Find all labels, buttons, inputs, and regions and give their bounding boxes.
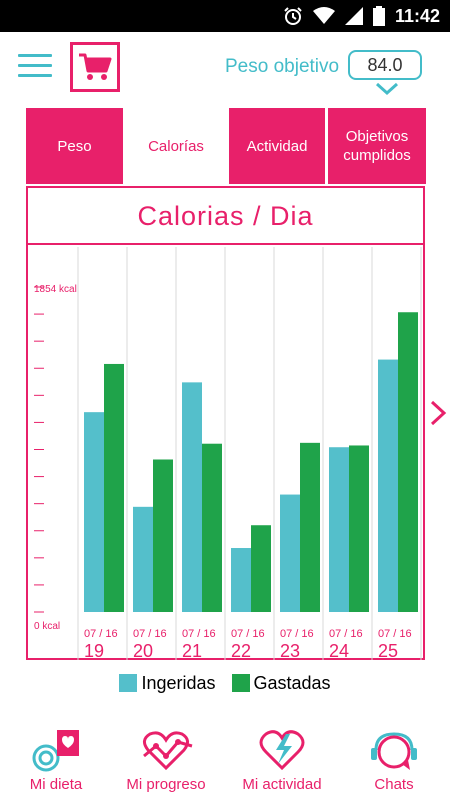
tab-calorias[interactable]: Calorías bbox=[126, 108, 226, 184]
legend-item-ingeridas: Ingeridas bbox=[119, 672, 216, 694]
y-max-label: 1854 kcal bbox=[34, 284, 77, 295]
legend-swatch-ingeridas bbox=[119, 674, 138, 692]
tab-peso[interactable]: Peso bbox=[26, 108, 123, 184]
x-tick-month: 07 / 16 bbox=[280, 628, 314, 640]
x-tick-month: 07 / 16 bbox=[378, 628, 412, 640]
tab-actividad[interactable]: Actividad bbox=[229, 108, 325, 184]
x-tick-day: 22 bbox=[231, 641, 251, 660]
target-weight-label: Peso objetivo bbox=[225, 56, 340, 77]
x-tick-day: 21 bbox=[182, 641, 202, 660]
diet-icon bbox=[32, 730, 79, 772]
bar-gastadas-25 bbox=[398, 312, 418, 612]
x-tick-day: 25 bbox=[378, 641, 398, 660]
x-tick-month: 07 / 16 bbox=[231, 628, 265, 640]
nav-label-mi-actividad: Mi actividad bbox=[242, 776, 322, 793]
shopping-cart-button[interactable] bbox=[70, 42, 120, 92]
bar-gastadas-19 bbox=[104, 363, 124, 612]
bar-ingeridas-20 bbox=[133, 506, 153, 612]
x-tick-month: 07 / 16 bbox=[182, 628, 216, 640]
status-time: 11:42 bbox=[394, 5, 440, 26]
bar-gastadas-21 bbox=[202, 443, 222, 612]
legend-label-ingeridas: Ingeridas bbox=[141, 672, 216, 693]
nav-mi-progreso[interactable]: Mi progreso bbox=[110, 722, 222, 800]
bottom-navigation: Mi dieta Mi progreso Mi actividad bbox=[0, 722, 450, 800]
bar-ingeridas-24 bbox=[329, 447, 349, 612]
y-min-label: 0 kcal bbox=[34, 621, 60, 632]
bar-ingeridas-19 bbox=[84, 412, 104, 612]
wifi-icon bbox=[312, 7, 335, 25]
bar-ingeridas-22 bbox=[231, 548, 251, 612]
tab-bar: Peso Calorías Actividad Objetivos cumpli… bbox=[26, 108, 426, 184]
legend-swatch-gastadas bbox=[231, 674, 250, 692]
shopping-cart-icon bbox=[79, 53, 112, 80]
status-bar: 11:42 bbox=[0, 0, 450, 32]
bar-ingeridas-23 bbox=[280, 494, 300, 612]
nav-label-mi-dieta: Mi dieta bbox=[29, 776, 83, 793]
nav-mi-actividad[interactable]: Mi actividad bbox=[226, 722, 338, 800]
alarm-icon bbox=[283, 6, 303, 26]
bar-gastadas-23 bbox=[300, 442, 320, 612]
progress-icon bbox=[143, 731, 193, 771]
legend-item-gastadas: Gastadas bbox=[231, 672, 331, 694]
hamburger-menu-icon[interactable] bbox=[18, 54, 52, 80]
bar-gastadas-24 bbox=[349, 445, 369, 612]
x-tick-month: 07 / 16 bbox=[329, 628, 363, 640]
chart-card: Calorias / Dia 1854 kcal 0 kcal 07 / 16 19 0… bbox=[26, 186, 425, 660]
x-tick-month: 07 / 16 bbox=[133, 628, 167, 640]
bar-gastadas-20 bbox=[153, 459, 173, 612]
legend-label-gastadas: Gastadas bbox=[253, 672, 331, 693]
bar-gastadas-22 bbox=[251, 525, 271, 612]
signal-icon bbox=[344, 7, 363, 25]
x-tick-day: 23 bbox=[280, 641, 300, 660]
chart-title: Calorias / Dia bbox=[28, 188, 423, 245]
x-tick-day: 24 bbox=[329, 641, 349, 660]
target-weight-value[interactable]: 84.0 bbox=[348, 50, 422, 80]
nav-label-mi-progreso: Mi progreso bbox=[126, 776, 206, 793]
tab-objetivos-cumplidos[interactable]: Objetivos cumplidos bbox=[328, 108, 426, 184]
x-tick-day: 19 bbox=[84, 641, 104, 660]
chevron-down-icon[interactable] bbox=[375, 82, 399, 96]
x-tick-day: 20 bbox=[133, 641, 153, 660]
chart-legend: Ingeridas Gastadas bbox=[0, 670, 450, 696]
nav-label-chats: Chats bbox=[374, 776, 414, 793]
chevron-right-icon[interactable] bbox=[428, 400, 448, 426]
activity-icon bbox=[259, 730, 305, 771]
nav-chats[interactable]: Chats bbox=[338, 722, 450, 800]
bar-ingeridas-21 bbox=[182, 382, 202, 612]
x-tick-month: 07 / 16 bbox=[84, 628, 118, 640]
app-header: Peso objetivo 84.0 bbox=[0, 32, 450, 104]
battery-icon bbox=[372, 6, 385, 26]
bar-ingeridas-25 bbox=[378, 359, 398, 612]
nav-mi-dieta[interactable]: Mi dieta bbox=[0, 722, 112, 800]
chat-icon bbox=[371, 732, 417, 770]
